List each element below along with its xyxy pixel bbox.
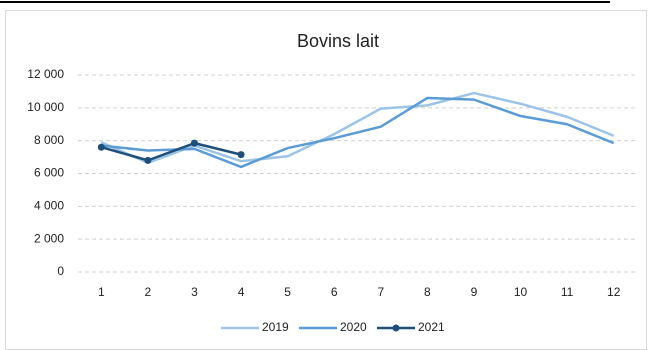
series-line — [100, 141, 242, 162]
x-tick-label: 4 — [238, 285, 245, 299]
point — [190, 139, 198, 147]
y-tick-label: 8 000 — [34, 133, 64, 147]
x-tick-label: 10 — [514, 285, 528, 299]
x-tick-label: 11 — [561, 285, 574, 299]
y-tick-label: 10 000 — [27, 100, 64, 114]
x-tick-label: 1 — [98, 285, 105, 299]
y-tick-label: 6 000 — [34, 166, 64, 180]
point — [237, 151, 245, 159]
y-tick-label: 0 — [57, 264, 64, 278]
x-tick-label: 3 — [191, 285, 198, 299]
y-tick-label: 4 000 — [34, 199, 64, 213]
chart-title: Bovins lait — [297, 31, 379, 51]
legend-label: 2020 — [340, 320, 367, 334]
x-tick-label: 7 — [377, 285, 384, 299]
x-tick-label: 6 — [331, 285, 338, 299]
series-line — [101, 96, 615, 169]
legend-label: 2021 — [418, 320, 445, 334]
x-tick-label: 9 — [471, 285, 478, 299]
y-tick-label: 12 000 — [27, 67, 64, 81]
x-tick-label: 2 — [145, 285, 152, 299]
legend-label: 2019 — [262, 320, 289, 334]
point — [97, 143, 105, 151]
x-tick-label: 5 — [284, 285, 291, 299]
x-tick-label: 8 — [424, 285, 431, 299]
y-tick-label: 2 000 — [34, 231, 64, 245]
point — [144, 156, 152, 164]
x-tick-label: 12 — [607, 285, 621, 299]
legend-marker — [392, 324, 400, 332]
